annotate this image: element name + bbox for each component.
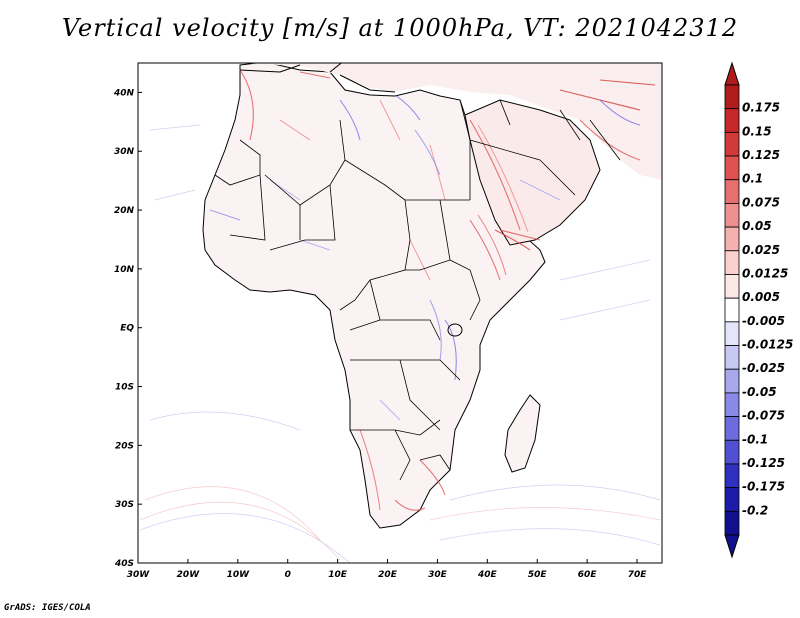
colorbar-swatch	[724, 345, 740, 370]
colorbar-label: -0.025	[742, 361, 785, 375]
colorbar-swatch	[724, 392, 740, 417]
lon-tick-label: 20W	[177, 570, 201, 580]
colorbar-swatch	[724, 321, 740, 346]
positive-field	[239, 69, 656, 511]
lon-tick-label: 0	[285, 570, 291, 580]
colorbar-swatch	[724, 250, 740, 275]
colorbar-label: -0.075	[742, 409, 785, 423]
colorbar-label: 0.125	[742, 148, 780, 162]
lon-tick-label: 40E	[477, 570, 498, 580]
lat-tick-label: 10S	[115, 383, 134, 393]
colorbar-swatch	[724, 155, 740, 181]
lat-tick-label: 10N	[114, 265, 135, 275]
colorbar-swatch	[724, 108, 740, 133]
grads-credit: GrADS: IGES/COLA	[4, 603, 91, 613]
lon-tick-label: 10W	[227, 570, 251, 580]
lat-tick-label: EQ	[120, 324, 134, 334]
colorbar-label: 0.005	[742, 290, 780, 304]
lon-axis: 30W 20W 10W 0 10E 20E 30E 40E 50E 60E 70E	[127, 559, 647, 580]
colorbar-label: 0.1	[742, 172, 763, 186]
eurasia-land	[240, 63, 662, 180]
lat-tick-label: 40N	[113, 88, 135, 98]
colorbar-swatch	[724, 368, 740, 394]
country-borders	[214, 99, 621, 481]
lon-tick-label: 20E	[378, 570, 398, 580]
colorbar-swatch	[724, 463, 740, 489]
colorbar-label: -0.1	[742, 432, 768, 446]
lon-tick-label: 60E	[578, 570, 598, 580]
colorbar-label: -0.0125	[742, 338, 793, 352]
lon-tick-label: 10E	[328, 570, 348, 580]
colorbar-swatch	[724, 274, 740, 299]
lat-tick-label: 20S	[115, 441, 134, 451]
colorbar-label: -0.175	[742, 480, 785, 494]
lon-tick-label: 70E	[628, 570, 648, 580]
colorbar-swatch	[724, 487, 740, 512]
colorbar-label: -0.005	[742, 314, 785, 328]
lon-tick-label: 30E	[428, 570, 448, 580]
colorbar-label: 0.0125	[742, 266, 788, 280]
negative-field	[209, 94, 641, 421]
colorbar-top-arrow	[724, 61, 740, 86]
ocean-field	[139, 124, 661, 563]
colorbar-label: 0.05	[742, 219, 772, 233]
colorbar-swatch	[724, 510, 740, 536]
colorbar-swatch	[724, 179, 740, 204]
colorbar-label: 0.175	[742, 101, 780, 115]
colorbar-label: 0.025	[742, 243, 780, 257]
map-title: Vertical velocity [m/s] at 1000hPa, VT: …	[61, 14, 739, 42]
colorbar-swatch	[724, 203, 740, 228]
lat-tick-label: 40S	[114, 559, 134, 569]
plot-frame	[137, 62, 663, 564]
colorbar-swatch	[724, 84, 740, 110]
lake-victoria	[447, 323, 463, 337]
colorbar-swatch	[724, 131, 740, 157]
lat-tick-label: 30N	[114, 147, 135, 157]
lon-tick-label: 50E	[528, 570, 548, 580]
colorbar-swatch	[724, 439, 740, 465]
colorbar-label: 0.15	[742, 124, 772, 138]
colorbar-swatch	[724, 416, 740, 441]
colorbar-label: 0.075	[742, 195, 780, 209]
lat-tick-label: 20N	[114, 206, 135, 216]
colorbar: 0.175 0.15 0.125 0.1 0.075 0.05 0.025 0.0125 0.0…	[724, 61, 793, 559]
lon-tick-label: 30W	[127, 570, 151, 580]
colorbar-label: -0.125	[742, 456, 785, 470]
madagascar-land	[504, 394, 541, 473]
arabia-land	[464, 99, 601, 246]
colorbar-swatch	[724, 297, 740, 323]
colorbar-bottom-arrow	[724, 534, 740, 559]
lat-tick-label: 30S	[115, 500, 134, 510]
colorbar-label: -0.05	[742, 385, 777, 399]
lat-axis: 40N 30N 20N 10N EQ 10S 20S 30S 40S	[113, 88, 142, 569]
colorbar-swatch	[724, 226, 740, 252]
mediterranean-coast	[239, 63, 396, 93]
colorbar-label: -0.2	[742, 503, 768, 517]
